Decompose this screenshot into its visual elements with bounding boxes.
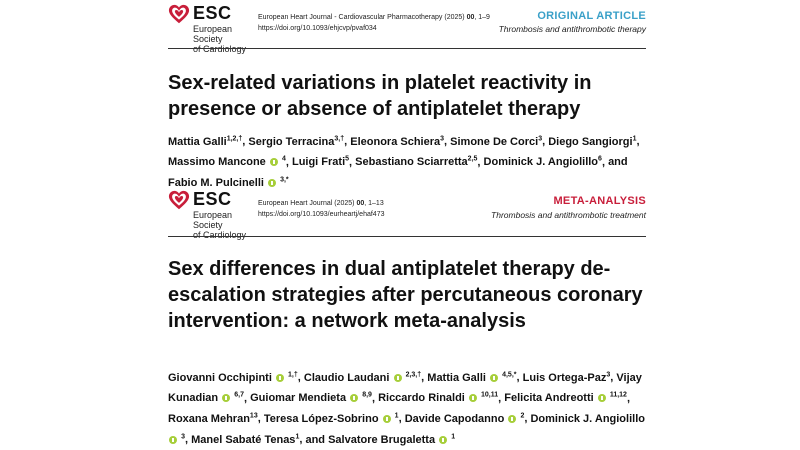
author-name[interactable]: Felicita Andreotti 11,12 <box>504 391 627 405</box>
esc-wordmark: ESC <box>193 3 232 23</box>
affiliation-superscript: 11,12 <box>609 391 627 399</box>
affiliation-superscript: 6 <box>598 155 602 163</box>
orcid-icon[interactable] <box>350 394 359 403</box>
orcid-icon[interactable] <box>275 373 284 382</box>
affiliation-superscript: 4,5,* <box>502 371 517 378</box>
author-name[interactable]: Teresa López-Sobrino 1 <box>263 412 399 425</box>
esc-heart-icon <box>168 190 190 210</box>
author-list: Giovanni Occhipinti 1,†, Claudio Laudani… <box>168 371 645 446</box>
society-name: European Society of Cardiology <box>193 24 247 54</box>
esc-logo: ESC European Society of Cardiology <box>168 188 258 240</box>
author-name[interactable]: Manel Sabaté Tenas1 <box>191 432 300 446</box>
affiliation-superscript: 2,3,† <box>405 371 422 378</box>
affiliation-superscript: 4 <box>281 155 286 163</box>
author-name[interactable]: Luis Ortega-Paz3 <box>522 371 611 384</box>
affiliation-superscript: 8,9 <box>362 391 372 399</box>
orcid-icon[interactable] <box>508 414 517 423</box>
author-name[interactable]: Roxana Mehran13 <box>168 412 258 425</box>
affiliation-superscript: 13 <box>249 412 258 420</box>
header-divider <box>168 48 646 49</box>
author-name[interactable]: and Fabio M. Pulcinelli 3,* <box>168 156 628 189</box>
paper-title: Sex-related variations in platelet react… <box>168 72 592 120</box>
affiliation-superscript: 1 <box>451 432 456 440</box>
header-divider <box>168 236 646 237</box>
journal-header: ESC European Society of Cardiology Europe… <box>168 188 646 240</box>
journal-citation: European Heart Journal (2025) 00, 1–13 h… <box>258 200 385 218</box>
article-type-label: ORIGINAL ARTICLE <box>537 10 646 22</box>
affiliation-superscript: 1 <box>632 135 637 142</box>
author-name[interactable]: Simone De Corci3 <box>450 135 543 148</box>
affiliation-superscript: 2,5 <box>467 155 478 163</box>
affiliation-superscript: 3 <box>606 371 611 378</box>
orcid-icon[interactable] <box>268 178 277 187</box>
orcid-icon[interactable] <box>468 394 477 403</box>
author-name[interactable]: Diego Sangiorgi1 <box>548 135 637 148</box>
affiliation-superscript: 3 <box>440 135 445 142</box>
orcid-icon[interactable] <box>490 373 499 382</box>
affiliation-superscript: 3,* <box>280 176 289 184</box>
orcid-icon[interactable] <box>382 414 391 423</box>
author-name[interactable]: Dominick J. Angiolillo6 <box>483 155 602 169</box>
esc-logo: ESC European Society of Cardiology <box>168 2 258 54</box>
author-name[interactable]: Sergio Terracina3,† <box>248 135 345 148</box>
article-topic: Thrombosis and antithrombotic therapy <box>498 24 646 34</box>
orcid-icon[interactable] <box>393 373 402 382</box>
author-name[interactable]: Giovanni Occhipinti 1,† <box>168 371 298 384</box>
affiliation-superscript: 6,7 <box>234 391 244 399</box>
affiliation-superscript: 10,11 <box>480 391 499 399</box>
author-name[interactable]: Eleonora Schiera3 <box>350 135 445 148</box>
journal-citation: European Heart Journal - Cardiovascular … <box>258 14 490 32</box>
paper-header-meta-analysis: ESC European Society of Cardiology Europe… <box>168 188 646 446</box>
paper-header-original-article: ESC European Society of Cardiology Europe… <box>168 2 646 189</box>
affiliation-superscript: 3 <box>181 432 185 440</box>
author-name[interactable]: Guiomar Mendieta 8,9 <box>250 391 372 405</box>
author-name[interactable]: Riccardo Rinaldi 10,11 <box>378 391 499 405</box>
author-name[interactable]: Claudio Laudani 2,3,† <box>303 371 422 384</box>
affiliation-superscript: 1,2,† <box>226 135 243 142</box>
orcid-icon[interactable] <box>597 394 606 403</box>
orcid-icon[interactable] <box>439 435 448 444</box>
author-name[interactable]: Vijay Kunadian 6,7 <box>168 371 642 405</box>
author-name[interactable]: Sebastiano Sciarretta2,5 <box>355 155 478 169</box>
doi-link[interactable]: https://doi.org/10.1093/ehjcvp/pvaf034 <box>258 25 377 32</box>
author-name[interactable]: Dominick J. Angiolillo 3 <box>168 413 645 446</box>
affiliation-superscript: 3,† <box>334 135 345 142</box>
author-name[interactable]: Mattia Galli 4,5,* <box>427 371 517 384</box>
author-list: Mattia Galli1,2,†, Sergio Terracina3,†, … <box>168 135 640 189</box>
article-type-label: META-ANALYSIS <box>553 195 646 207</box>
affiliation-superscript: 5 <box>345 155 350 163</box>
esc-heart-icon <box>168 4 190 24</box>
orcid-icon[interactable] <box>169 435 177 444</box>
affiliation-superscript: 3 <box>538 135 543 142</box>
affiliation-superscript: 1,† <box>288 371 298 378</box>
affiliation-superscript: 1 <box>295 432 300 440</box>
orcid-icon[interactable] <box>222 394 231 403</box>
orcid-icon[interactable] <box>269 158 278 167</box>
author-name[interactable]: Mattia Galli1,2,† <box>168 135 243 148</box>
affiliation-superscript: 1 <box>394 412 399 420</box>
article-topic: Thrombosis and antithrombotic treatment <box>491 210 646 220</box>
author-name[interactable]: Massimo Mancone 4 <box>168 155 286 169</box>
society-name: European Society of Cardiology <box>193 210 247 240</box>
paper-title: Sex differences in dual antiplatelet the… <box>168 258 643 332</box>
doi-link[interactable]: https://doi.org/10.1093/eurheartj/ehaf47… <box>258 211 385 218</box>
author-name[interactable]: and Salvatore Brugaletta 1 <box>305 432 456 446</box>
journal-header: ESC European Society of Cardiology Europe… <box>168 2 646 54</box>
author-name[interactable]: Davide Capodanno 2 <box>404 412 525 425</box>
author-name[interactable]: Luigi Frati5 <box>291 155 350 169</box>
affiliation-superscript: 2 <box>520 412 525 420</box>
esc-wordmark: ESC <box>193 189 232 209</box>
